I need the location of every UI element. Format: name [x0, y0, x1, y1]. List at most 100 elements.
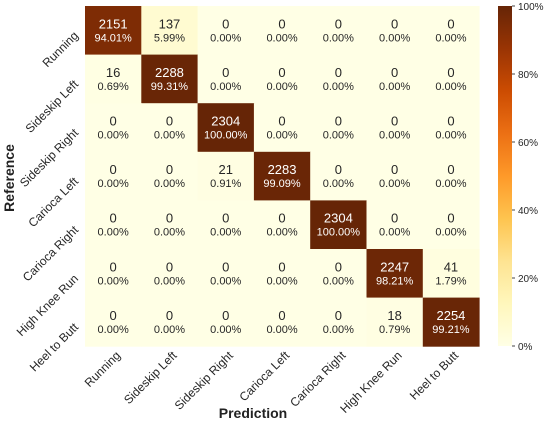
cell-percent-label: 0.79% — [379, 324, 410, 336]
cell-count-label: 0 — [391, 114, 398, 129]
cell-percent-label: 0.00% — [266, 81, 297, 93]
y-tick-label: Sideskip Left — [23, 77, 82, 136]
heatmap-cell — [253, 103, 311, 153]
heatmap-cell — [253, 200, 311, 250]
cell-percent-label: 98.21% — [376, 275, 414, 287]
heatmap-cell — [141, 151, 199, 201]
cell-count-label: 18 — [387, 308, 401, 323]
cell-count-label: 0 — [447, 65, 454, 80]
heatmap-cell — [197, 297, 255, 347]
cell-percent-label: 0.00% — [154, 275, 185, 287]
cell-count-label: 0 — [278, 65, 285, 80]
cell-count-label: 0 — [335, 65, 342, 80]
cell-count-label: 2304 — [324, 211, 353, 226]
cell-percent-label: 0.00% — [435, 227, 466, 239]
cell-percent-label: 0.00% — [266, 227, 297, 239]
heatmap-cell — [366, 54, 424, 104]
y-tick-label: Running — [40, 29, 82, 71]
cell-count-label: 0 — [278, 211, 285, 226]
cell-percent-label: 99.31% — [151, 81, 189, 93]
cell-percent-label: 0.00% — [379, 81, 410, 93]
heatmap-cell — [310, 6, 367, 56]
cell-count-label: 2283 — [268, 162, 297, 177]
cell-count-label: 16 — [106, 65, 120, 80]
heatmap-cell — [366, 103, 424, 153]
heatmap-cell — [197, 103, 255, 153]
cell-count-label: 0 — [278, 16, 285, 31]
colorbar-tick-label: 60% — [518, 138, 538, 149]
y-tick-label: Heel to Butt — [27, 320, 82, 375]
heatmap-cell — [253, 297, 311, 347]
heatmap-cell — [310, 151, 367, 201]
x-tick-label: Sideskip Left — [121, 348, 180, 407]
x-tick-label: Running — [82, 348, 124, 390]
heatmap-cell-labels: 215194.01%1375.99%00.00%00.00%00.00%00.0… — [94, 16, 469, 336]
colorbar-tick-label: 100% — [518, 2, 544, 13]
cell-count-label: 0 — [335, 114, 342, 129]
cell-count-label: 0 — [166, 308, 173, 323]
heatmap-cell — [253, 249, 311, 299]
colorbar-tick-label: 0% — [518, 342, 533, 353]
cell-count-label: 0 — [447, 114, 454, 129]
cell-percent-label: 0.91% — [210, 178, 241, 190]
cell-count-label: 137 — [159, 16, 181, 31]
cell-count-label: 0 — [110, 211, 117, 226]
heatmap-cell — [422, 151, 480, 201]
cell-percent-label: 0.00% — [435, 178, 466, 190]
heatmap-cell — [141, 6, 199, 56]
cell-percent-label: 0.00% — [379, 178, 410, 190]
cell-percent-label: 5.99% — [154, 32, 185, 44]
colorbar-tick-labels: 0% 20% 40% 60% 80% 100% — [512, 2, 544, 353]
cell-percent-label: 0.00% — [154, 227, 185, 239]
cell-count-label: 0 — [166, 211, 173, 226]
cell-percent-label: 0.00% — [98, 324, 129, 336]
heatmap-cell — [310, 54, 367, 104]
cell-percent-label: 0.00% — [210, 32, 241, 44]
heatmap-cell — [253, 54, 311, 104]
cell-percent-label: 0.00% — [154, 130, 185, 142]
heatmap-cell — [85, 200, 142, 250]
heatmap-cell — [366, 6, 424, 56]
cell-count-label: 0 — [447, 211, 454, 226]
heatmap-cell — [422, 6, 480, 56]
colorbar-tick-label: 20% — [518, 274, 538, 285]
heatmap-cell — [310, 103, 367, 153]
cell-percent-label: 0.00% — [435, 130, 466, 142]
heatmap-cell — [85, 6, 142, 56]
cell-percent-label: 0.00% — [154, 324, 185, 336]
cell-count-label: 0 — [278, 114, 285, 129]
cell-percent-label: 0.00% — [210, 324, 241, 336]
heatmap-cell — [85, 297, 142, 347]
x-axis-label: Prediction — [219, 405, 287, 421]
heatmap-cell — [197, 54, 255, 104]
heatmap-cell — [422, 103, 480, 153]
heatmap-cell — [253, 151, 311, 201]
cell-percent-label: 0.00% — [323, 32, 354, 44]
cell-percent-label: 0.00% — [98, 130, 129, 142]
cell-percent-label: 99.09% — [263, 178, 301, 190]
cell-percent-label: 0.69% — [98, 81, 129, 93]
cell-count-label: 0 — [166, 162, 173, 177]
heatmap-cell — [422, 297, 480, 347]
heatmap-cell — [85, 151, 142, 201]
cell-count-label: 0 — [391, 162, 398, 177]
cell-count-label: 0 — [335, 16, 342, 31]
cell-count-label: 0 — [335, 308, 342, 323]
cell-count-label: 0 — [447, 162, 454, 177]
cell-count-label: 0 — [222, 16, 229, 31]
cell-count-label: 0 — [110, 114, 117, 129]
cell-percent-label: 0.00% — [98, 275, 129, 287]
cell-percent-label: 100.00% — [204, 130, 248, 142]
heatmap-cell — [366, 200, 424, 250]
cell-count-label: 0 — [278, 308, 285, 323]
heatmap-cell — [253, 6, 311, 56]
cell-percent-label: 1.79% — [435, 275, 466, 287]
cell-count-label: 2247 — [380, 259, 409, 274]
cell-count-label: 0 — [110, 162, 117, 177]
cell-count-label: 2254 — [436, 308, 465, 323]
cell-percent-label: 0.00% — [323, 275, 354, 287]
cell-count-label: 0 — [166, 259, 173, 274]
heatmap-cells — [85, 6, 480, 347]
cell-percent-label: 0.00% — [210, 227, 241, 239]
heatmap-cell — [366, 249, 424, 299]
